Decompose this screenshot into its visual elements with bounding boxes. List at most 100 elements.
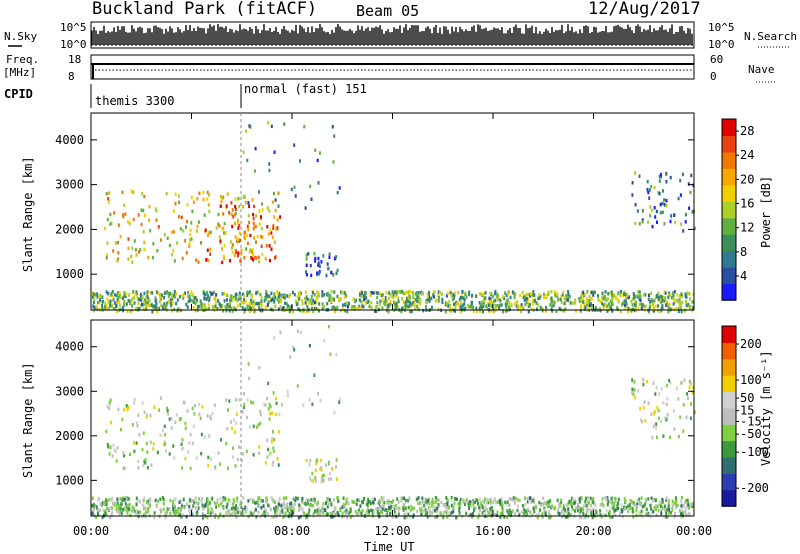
velocity-cell [431,497,434,502]
velocity-cell [258,445,261,449]
velocity-cell [685,415,688,420]
power-cell [247,201,250,205]
velocity-cell [424,512,427,517]
power-cell [187,290,190,295]
power-cell [684,294,687,298]
power-cell [313,251,316,256]
power-cell [270,231,273,235]
velocity-cell [501,501,504,505]
power-cell [681,300,684,305]
power-cell [174,201,177,206]
velocity-cell [170,416,173,421]
cpid-label: CPID [4,87,33,101]
velocity-cell [377,501,380,505]
power-cell [138,250,140,254]
power-cell [258,222,261,226]
velocity-cell [434,509,436,513]
velocity-cell [237,397,240,402]
power-cell [159,295,162,300]
velocity-cell [292,345,295,350]
power-cell [496,292,499,297]
power-cell [137,301,140,306]
power-cell [599,308,602,313]
power-cell [630,300,633,304]
power-cell [379,299,382,304]
site-title: Buckland Park (fitACF) [92,0,317,19]
velocity-cell [252,453,255,457]
velocity-cell [283,496,286,501]
velocity-cell [601,513,604,518]
velocity-cell [652,509,655,514]
velocity-cell [433,505,436,509]
velocity-cell [544,501,547,506]
velocity-cell [518,513,521,517]
power-cell [319,151,321,155]
velocity-cell [635,509,638,513]
velocity-cell [234,506,237,511]
power-cell [559,297,562,302]
power-cell [560,294,563,299]
power-cell [361,291,364,295]
velocity-cell [475,498,477,502]
velocity-cell [627,509,630,513]
velocity-cell [415,497,418,502]
power-cell [208,231,211,235]
velocity-cell [194,496,197,501]
velocity-cell [91,496,94,500]
power-cell [118,300,121,304]
velocity-cell [294,498,297,503]
power-cell [276,297,279,302]
velocity-cell [382,506,385,510]
power-cell [674,220,677,225]
colorbar-tick-label: 100 [740,373,762,387]
velocity-cell [329,352,332,356]
power-cell [145,307,148,311]
velocity-cell [542,502,545,506]
velocity-cell [146,450,149,454]
power-cell [590,297,593,301]
velocity-cell [316,500,319,504]
power-cell [384,295,387,300]
power-cell [678,298,681,302]
velocity-cell [489,499,492,504]
power-cell [236,304,239,308]
velocity-cell [402,496,405,500]
power-cell [498,303,501,308]
power-cell [276,218,279,222]
power-cell [502,309,505,313]
velocity-cell [185,514,188,519]
power-cell [265,243,268,248]
velocity-cell [109,445,112,449]
power-cell [118,303,121,307]
velocity-cell [139,510,142,514]
power-cell [277,204,280,208]
velocity-cell [570,496,573,501]
power-cell [223,244,226,248]
power-cell [328,255,331,260]
power-cell [180,215,183,220]
velocity-cell [117,507,120,511]
power-cell [101,306,104,310]
power-cell [453,302,456,307]
power-cell [238,231,241,235]
velocity-cell [477,501,479,506]
power-cell [202,303,205,307]
velocity-cell [122,466,125,471]
power-cell [106,253,108,257]
velocity-cell [168,417,171,421]
power-cell [525,296,528,301]
power-cell [318,293,320,298]
power-cell [189,228,192,232]
velocity-cell [137,510,140,514]
velocity-cell [245,506,248,510]
power-cell [237,222,239,226]
velocity-cell [607,499,610,504]
power-cell [293,185,296,190]
velocity-cell [105,502,108,506]
velocity-cell [686,498,689,503]
power-cell [647,297,650,302]
power-cell [192,300,195,304]
power-cell [268,244,271,248]
velocity-cell [554,506,556,510]
power-cell [616,298,619,302]
